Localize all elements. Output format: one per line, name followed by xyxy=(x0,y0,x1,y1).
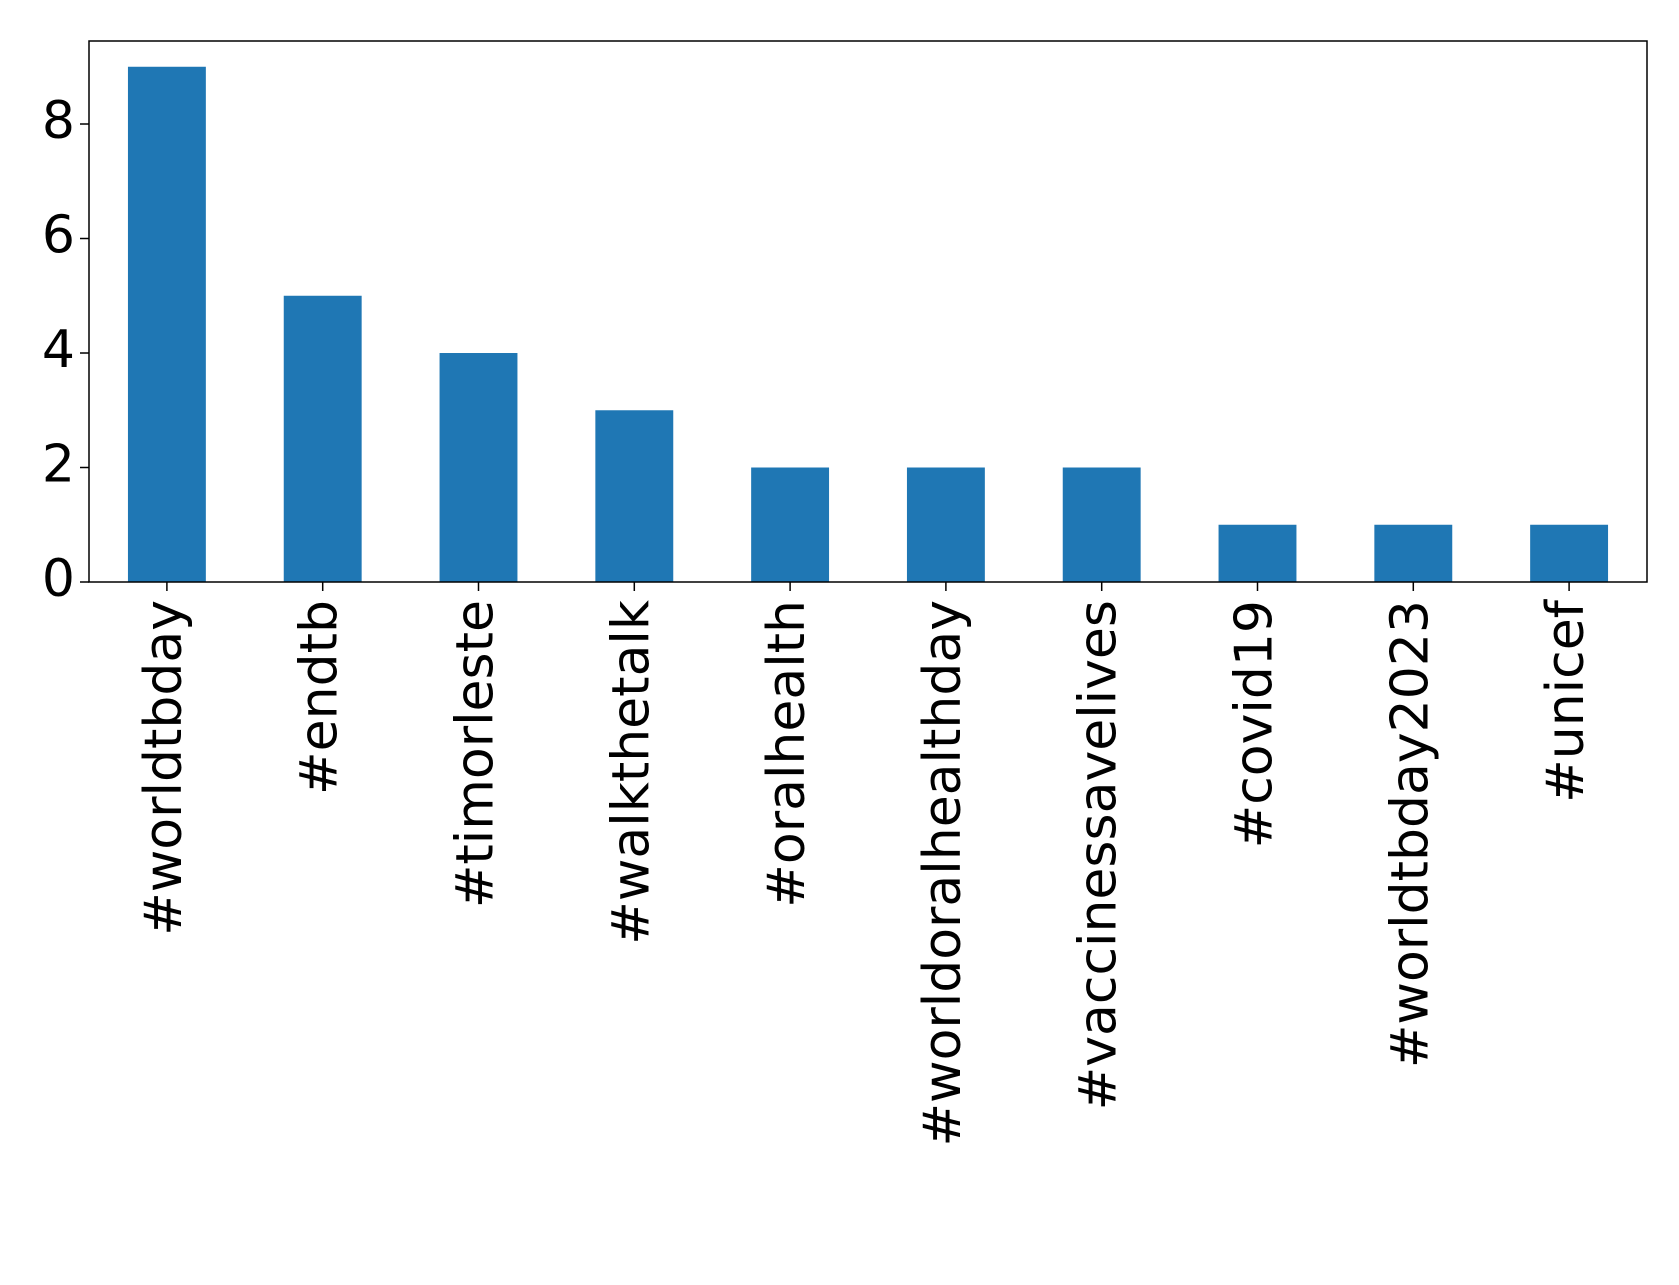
bar xyxy=(906,467,985,582)
x-tick-label: #walkthetalk xyxy=(601,600,661,945)
bar xyxy=(283,295,362,582)
bar xyxy=(1062,467,1141,582)
x-tick-label: #worldoralhealthday xyxy=(913,600,973,1147)
bar xyxy=(751,467,830,582)
x-tick-label: #vaccinessavelives xyxy=(1069,600,1129,1110)
y-tick-label: 4 xyxy=(42,320,75,380)
bar xyxy=(1530,524,1609,582)
y-tick-label: 2 xyxy=(42,435,75,495)
bar xyxy=(1374,524,1453,582)
y-tick-label: 0 xyxy=(42,549,75,609)
bar xyxy=(595,410,674,582)
x-tick-label: #covid19 xyxy=(1225,600,1285,848)
x-tick-label: #oralhealth xyxy=(757,600,817,908)
y-tick-label: 8 xyxy=(42,91,75,151)
x-tick-label: #endtb xyxy=(290,600,350,795)
bar xyxy=(1218,524,1297,582)
bar xyxy=(127,66,206,582)
x-tick-label: #worldtbday xyxy=(134,600,194,936)
x-tick-label: #timorleste xyxy=(446,600,506,908)
y-tick-label: 6 xyxy=(42,206,75,266)
x-tick-label: #worldtbday2023 xyxy=(1380,600,1440,1068)
bar xyxy=(439,353,518,582)
x-tick-label: #unicef xyxy=(1536,598,1596,803)
plot-frame xyxy=(88,40,1648,583)
